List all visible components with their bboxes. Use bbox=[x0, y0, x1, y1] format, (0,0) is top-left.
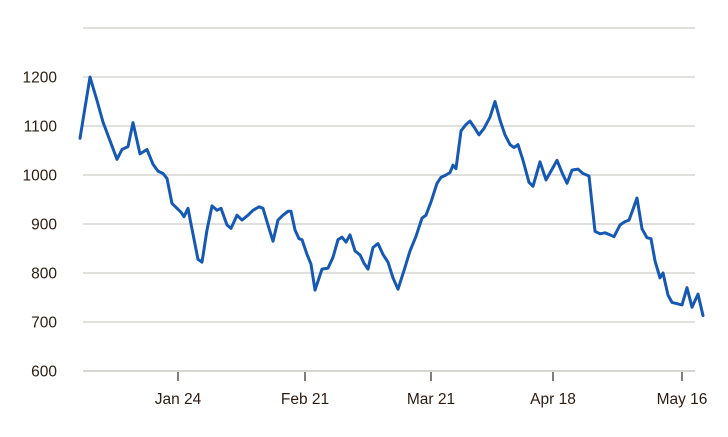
price-line bbox=[78, 75, 705, 318]
x-axis-label: May 16 bbox=[657, 391, 708, 408]
x-axis-label: Apr 18 bbox=[530, 391, 576, 408]
x-axis-label: Mar 21 bbox=[407, 391, 455, 408]
y-axis-label: 700 bbox=[31, 315, 57, 332]
y-axis-label: 600 bbox=[31, 364, 57, 381]
x-axis-label: Feb 21 bbox=[281, 391, 329, 408]
y-axis-label: 1200 bbox=[23, 70, 58, 87]
y-axis-label: 900 bbox=[31, 217, 57, 234]
y-axis-label: 1000 bbox=[23, 168, 58, 185]
x-axis-label: Jan 24 bbox=[155, 391, 202, 408]
y-axis-label: 800 bbox=[31, 266, 57, 283]
y-axis-label: 1100 bbox=[24, 119, 58, 136]
